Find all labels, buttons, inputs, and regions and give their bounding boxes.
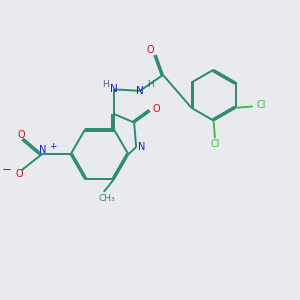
Text: O: O	[147, 45, 154, 56]
Text: N: N	[138, 142, 145, 152]
Text: +: +	[49, 142, 56, 151]
Text: H: H	[147, 80, 153, 89]
Text: H: H	[103, 80, 109, 89]
Text: Cl: Cl	[211, 139, 220, 149]
Text: O: O	[153, 104, 160, 114]
Text: N: N	[136, 86, 144, 96]
Text: O: O	[18, 130, 26, 140]
Text: −: −	[2, 163, 11, 176]
Text: CH₃: CH₃	[98, 194, 115, 203]
Text: N: N	[39, 145, 46, 155]
Text: O: O	[15, 169, 23, 179]
Text: Cl: Cl	[257, 100, 266, 110]
Text: N: N	[110, 84, 118, 94]
